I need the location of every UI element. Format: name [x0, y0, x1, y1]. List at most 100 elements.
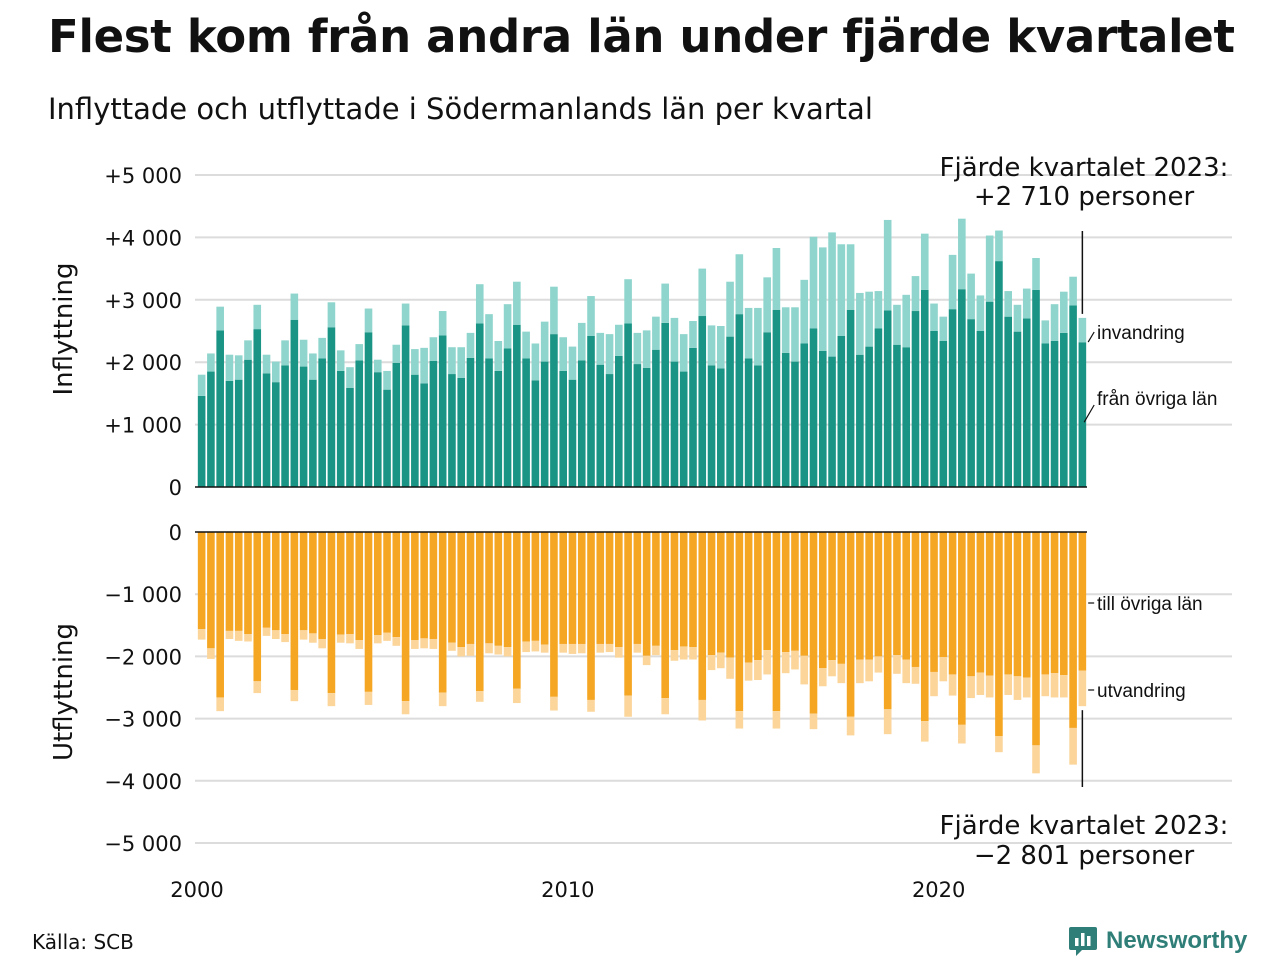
bar-till-ovriga-lan-2023K2	[1060, 532, 1068, 676]
bar-till-ovriga-lan-2008K4	[522, 532, 530, 642]
bar-fran-ovriga-lan-2001K2	[244, 359, 252, 487]
bar-till-ovriga-lan-2013K3	[698, 532, 707, 700]
bar-till-ovriga-lan-2023K1	[1050, 532, 1059, 674]
bar-till-ovriga-lan-2014K4	[744, 532, 753, 663]
bar-till-ovriga-lan-2005K1	[383, 532, 391, 633]
bar-invandring-2019K4	[930, 303, 938, 331]
bar-invandring-2017K1	[828, 232, 836, 357]
bar-utvandring-2008K2	[503, 647, 512, 657]
bar-utvandring-2009K3	[550, 696, 558, 711]
y-tick-out-0: 0	[169, 521, 182, 545]
bar-till-ovriga-lan-2019K4	[930, 532, 938, 672]
bar-till-ovriga-lan-2001K3	[253, 532, 262, 682]
bar-utvandring-2001K1	[234, 630, 243, 641]
series-label-till-ovriga-lan: till övriga län	[1097, 594, 1203, 615]
bar-utvandring-2003K4	[336, 634, 345, 643]
bar-invandring-2000K2	[207, 353, 215, 372]
bar-till-ovriga-lan-2009K2	[540, 532, 549, 645]
series-label-invandring: invandring	[1097, 323, 1185, 344]
bar-till-ovriga-lan-2016K2	[800, 532, 809, 656]
page-title: Flest kom från andra län under fjärde kv…	[48, 10, 1235, 63]
bar-fran-ovriga-lan-2023K1	[1050, 340, 1059, 487]
bar-utvandring-2005K2	[392, 637, 401, 646]
bar-fran-ovriga-lan-2016K4	[818, 350, 827, 487]
bar-utvandring-2021K2	[985, 675, 994, 698]
bar-till-ovriga-lan-2022K1	[1013, 532, 1022, 677]
bar-invandring-2006K1	[420, 347, 428, 384]
bar-utvandring-2014K3	[735, 711, 744, 729]
bar-utvandring-2015K1	[754, 660, 762, 681]
bar-utvandring-2005K3	[401, 701, 410, 715]
bar-till-ovriga-lan-2020K3	[958, 532, 966, 725]
bar-invandring-2017K4	[856, 292, 864, 355]
bar-invandring-2005K3	[401, 303, 410, 326]
bar-fran-ovriga-lan-2021K4	[1004, 316, 1012, 487]
bar-invandring-2020K3	[958, 218, 966, 290]
bar-utvandring-2007K4	[485, 643, 493, 654]
bar-till-ovriga-lan-2013K4	[707, 532, 716, 656]
bar-utvandring-2007K2	[466, 643, 475, 656]
bar-fran-ovriga-lan-2006K2	[429, 360, 438, 487]
bar-utvandring-2004K4	[373, 635, 382, 644]
bar-fran-ovriga-lan-2008K3	[513, 324, 521, 487]
bar-till-ovriga-lan-2003K2	[318, 532, 326, 639]
bar-till-ovriga-lan-2005K3	[401, 532, 410, 702]
bar-utvandring-2019K1	[902, 659, 911, 684]
bar-fran-ovriga-lan-2012K4	[670, 361, 679, 487]
axis-title-utflyttning: Utflyttning	[49, 623, 79, 761]
bar-till-ovriga-lan-2010K4	[596, 532, 605, 644]
bar-till-ovriga-lan-2021K3	[995, 532, 1003, 737]
bar-fran-ovriga-lan-2017K1	[828, 356, 836, 487]
bar-till-ovriga-lan-2021K4	[1004, 532, 1012, 675]
bar-fran-ovriga-lan-2000K3	[216, 330, 224, 487]
bar-fran-ovriga-lan-2001K4	[262, 373, 271, 487]
bar-fran-ovriga-lan-2005K3	[401, 325, 410, 487]
bar-fran-ovriga-lan-2013K4	[707, 365, 716, 487]
bar-till-ovriga-lan-2022K3	[1032, 532, 1040, 746]
bar-till-ovriga-lan-2008K2	[503, 532, 512, 648]
bar-fran-ovriga-lan-2007K4	[485, 358, 493, 487]
bar-invandring-2010K3	[587, 296, 595, 336]
bar-invandring-2009K3	[550, 286, 558, 335]
bar-utvandring-2018K4	[893, 655, 901, 674]
brand-logo: Newsworthy	[1068, 925, 1247, 957]
bars	[197, 218, 1087, 774]
bar-fran-ovriga-lan-2011K4	[633, 364, 642, 487]
bar-till-ovriga-lan-2011K4	[633, 532, 642, 644]
bar-fran-ovriga-lan-2006K3	[438, 335, 447, 487]
bar-utvandring-2007K3	[475, 691, 484, 702]
bar-invandring-2011K2	[615, 324, 623, 356]
bar-till-ovriga-lan-2004K1	[346, 532, 354, 635]
bar-utvandring-2010K3	[587, 699, 595, 712]
bar-till-ovriga-lan-2017K1	[828, 532, 836, 661]
bar-utvandring-2002K2	[281, 634, 289, 643]
y-tick-in-5: +5 000	[104, 164, 182, 188]
bar-till-ovriga-lan-2007K2	[466, 532, 475, 644]
bar-fran-ovriga-lan-2020K2	[948, 309, 957, 487]
bar-till-ovriga-lan-2023K3	[1069, 532, 1077, 728]
bar-invandring-2000K4	[225, 354, 234, 381]
bar-utvandring-2006K1	[420, 638, 428, 649]
bar-till-ovriga-lan-2015K2	[763, 532, 771, 651]
bar-till-ovriga-lan-2019K1	[902, 532, 911, 660]
brand-name: Newsworthy	[1106, 927, 1248, 954]
bar-fran-ovriga-lan-2014K2	[726, 336, 734, 487]
bar-till-ovriga-lan-2020K1	[939, 532, 948, 658]
bar-till-ovriga-lan-2006K2	[429, 532, 438, 639]
bar-till-ovriga-lan-2004K3	[364, 532, 373, 692]
bar-fran-ovriga-lan-2012K3	[661, 322, 669, 487]
chart-subtitle: Inflyttade och utflyttade i Södermanland…	[48, 92, 873, 126]
bar-invandring-2009K4	[559, 337, 567, 371]
bar-utvandring-2006K3	[438, 692, 447, 707]
bar-till-ovriga-lan-2010K2	[577, 532, 586, 644]
bar-fran-ovriga-lan-2002K1	[272, 382, 280, 487]
bar-till-ovriga-lan-2016K1	[791, 532, 799, 651]
bar-fran-ovriga-lan-2004K2	[355, 360, 364, 487]
bar-utvandring-2016K2	[800, 655, 809, 685]
bar-invandring-2005K1	[383, 370, 391, 390]
bar-utvandring-2011K1	[605, 643, 614, 653]
bar-till-ovriga-lan-2001K2	[244, 532, 252, 635]
bar-invandring-2013K3	[698, 268, 707, 317]
bar-invandring-2018K3	[883, 219, 892, 311]
